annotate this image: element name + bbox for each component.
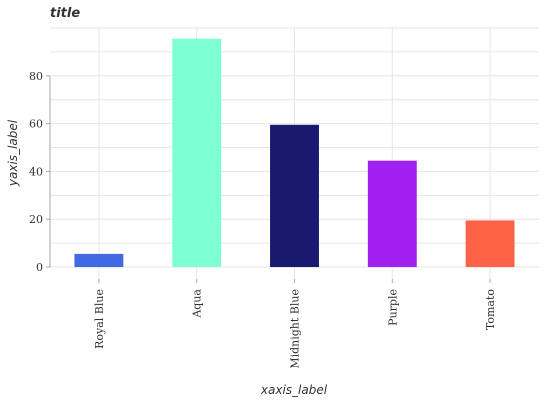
bars: [74, 38, 515, 268]
x-tick-label: Tomato: [484, 289, 497, 331]
bar: [465, 220, 515, 268]
x-ticks: Royal Blue Aqua Midnight Blue Purple Tomato: [93, 279, 497, 369]
bar: [172, 38, 222, 268]
y-ticks: 0 20 40 60 80: [29, 70, 50, 274]
x-tick-label: Midnight Blue: [289, 289, 302, 369]
y-tick-label: 40: [29, 165, 43, 178]
y-tick-label: 20: [29, 213, 43, 226]
x-axis-title: xaxis_label: [260, 383, 328, 397]
y-tick-label: 80: [29, 70, 43, 83]
x-tick-label: Aqua: [191, 289, 204, 319]
y-tick-label: 60: [29, 118, 43, 131]
bar: [270, 124, 319, 268]
x-tick-label: Purple: [386, 289, 399, 326]
x-tick-label: Royal Blue: [93, 289, 106, 349]
bar: [74, 253, 124, 268]
y-tick-label: 0: [36, 261, 43, 274]
bar: [367, 160, 417, 268]
chart-title: title: [50, 6, 80, 21]
y-axis-title: yaxis_label: [6, 119, 20, 187]
